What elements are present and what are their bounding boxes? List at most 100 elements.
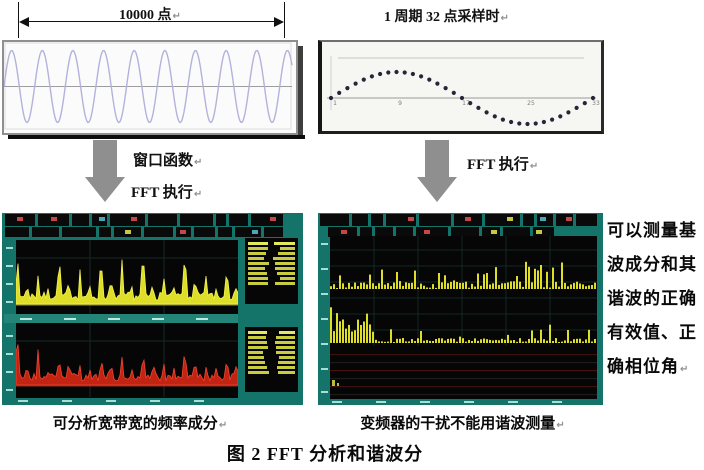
side-note-line: 确相位角↵ — [607, 350, 703, 387]
toolbar-block — [352, 214, 368, 226]
figure-caption: 图 2 FFT 分析和谐波分 — [226, 444, 424, 464]
scale-tick — [552, 401, 562, 403]
table-row — [248, 257, 295, 260]
table-row — [248, 366, 295, 369]
table-cell — [248, 346, 268, 349]
table-row — [248, 242, 295, 245]
toolbar-speck — [540, 217, 546, 221]
analyzer-statusbar — [328, 227, 563, 237]
toolbar-block — [148, 214, 177, 226]
table-cell — [248, 351, 263, 354]
toolbar-block — [360, 227, 372, 237]
toolbar-block — [144, 227, 173, 237]
table-cell — [276, 336, 295, 339]
toolbar-block — [533, 227, 554, 237]
table-cell — [280, 277, 295, 280]
table-cell — [278, 252, 295, 255]
toolbar-block — [451, 227, 479, 237]
table-row — [248, 346, 295, 349]
toolbar-block — [416, 227, 448, 237]
side-note-line: 有效值、正 — [607, 323, 697, 342]
toolbar-speck — [270, 217, 276, 221]
toolbar-block — [556, 214, 573, 226]
toolbar-speck — [536, 230, 542, 234]
return-mark-icon: ↵ — [193, 189, 203, 200]
table-row — [248, 277, 295, 280]
toolbar-block — [99, 227, 111, 237]
table-row — [248, 331, 295, 334]
scale-tick — [194, 400, 204, 402]
toolbar-block — [235, 227, 261, 237]
scale-tick — [508, 401, 518, 403]
toolbar-block — [320, 214, 349, 226]
scale-tick — [20, 318, 32, 320]
toolbar-block — [110, 214, 145, 226]
table-cell — [248, 331, 267, 334]
harmonic-spectrum-plot — [330, 236, 597, 399]
scale-tick — [150, 400, 160, 402]
side-note: 可以测量基 波成分和其 谐波的正确 有效值、正 确相位角↵ — [607, 214, 703, 387]
toolbar-speck — [424, 230, 430, 234]
table-row — [248, 356, 295, 359]
return-mark-icon: ↵ — [680, 364, 690, 375]
table-cell — [278, 371, 295, 374]
scale-tick — [6, 283, 13, 285]
toolbar-block — [503, 227, 530, 237]
toolbar-block — [194, 227, 215, 237]
scale-tick — [6, 265, 13, 267]
toolbar-speck — [341, 230, 347, 234]
toolbar-speck — [408, 217, 414, 221]
sampling-label: 1 周期 32 点采样时↵ — [384, 6, 509, 26]
scale-tick — [152, 318, 164, 320]
sampling-label-text: 1 周期 32 点采样时 — [384, 10, 500, 25]
toolbar-block — [419, 214, 451, 226]
down-arrow-left-icon — [85, 177, 125, 202]
return-mark-icon: ↵ — [500, 13, 509, 24]
return-mark-icon: ↵ — [556, 420, 565, 431]
toolbar-block — [176, 227, 191, 237]
toolbar-block — [5, 227, 29, 237]
toolbar-block — [454, 214, 482, 226]
toolbar-speck — [507, 217, 513, 221]
harmonic-table-bottom — [245, 327, 298, 392]
toolbar-block — [264, 227, 283, 237]
toolbar-block — [251, 214, 283, 226]
analyzer-screenshot-wideband — [2, 213, 303, 405]
down-arrow-left-shaft — [93, 140, 117, 178]
table-cell — [280, 247, 295, 250]
axis-tick-label: 1 — [333, 100, 337, 107]
caption-left: 可分析宽带宽的频率成分↵ — [20, 412, 260, 433]
scale-tick — [332, 401, 342, 403]
table-cell — [276, 351, 295, 354]
analyzer-toolbar — [320, 214, 601, 226]
spectrum-plot-bottom — [16, 323, 238, 398]
scale-tick — [321, 318, 328, 320]
return-mark-icon: ↵ — [218, 420, 228, 431]
dimension-label: 10000 点↵ — [90, 4, 210, 24]
table-cell — [276, 346, 295, 349]
scale-tick — [321, 391, 328, 393]
table-cell — [248, 257, 264, 260]
toolbar-block — [72, 214, 89, 226]
side-note-line: 波成分和其 — [607, 255, 697, 274]
fft-execute-label-left: FFT 执行↵ — [131, 181, 202, 202]
table-cell — [248, 341, 267, 344]
dimension-arrowhead-left-icon — [19, 17, 29, 27]
scale-tick — [464, 401, 474, 403]
toolbar-speck — [180, 230, 186, 234]
table-cell — [277, 366, 295, 369]
toolbar-speck — [131, 217, 137, 221]
table-cell — [279, 331, 295, 334]
scale-tick — [62, 400, 72, 402]
table-cell — [278, 361, 295, 364]
scale-tick — [321, 268, 328, 270]
scale-tick — [196, 318, 208, 320]
dimension-extent-line-right — [284, 2, 285, 38]
toolbar-block — [523, 214, 534, 226]
side-note-line: 可以测量基 — [607, 221, 697, 240]
toolbar-speck — [17, 217, 23, 221]
scale-tick — [6, 371, 13, 373]
table-row — [248, 282, 295, 285]
toolbar-block — [328, 227, 357, 237]
table-cell — [248, 371, 269, 374]
